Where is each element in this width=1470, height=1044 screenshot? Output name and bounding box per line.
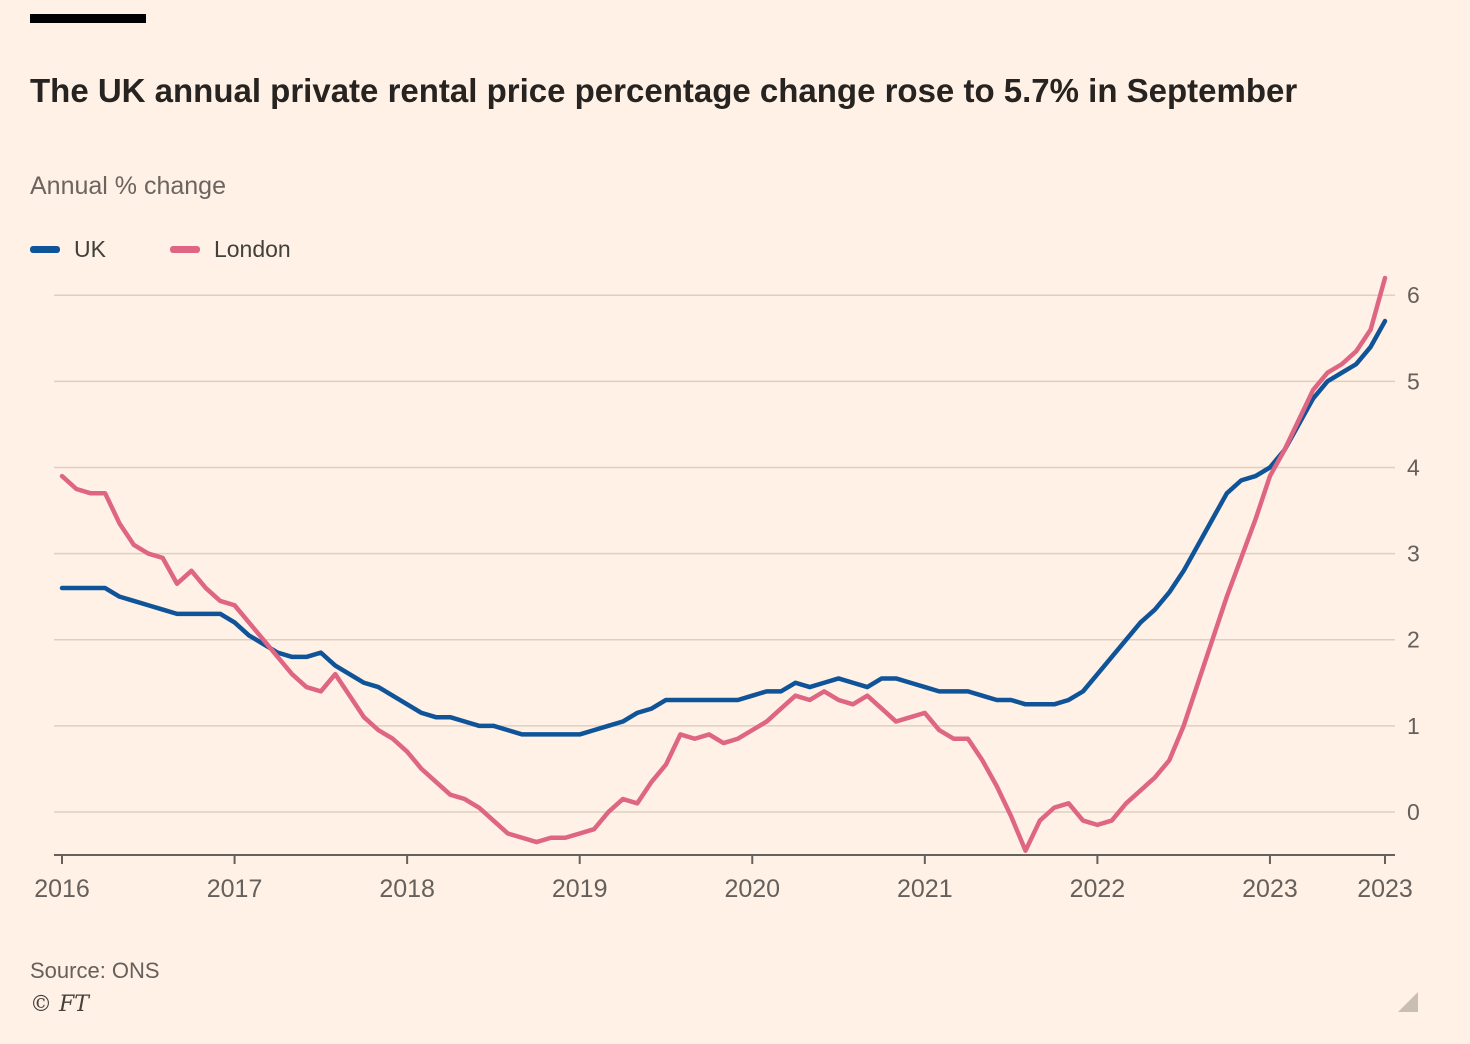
ft-copyright: © FT — [30, 992, 89, 1017]
x-tick-label: 2018 — [379, 875, 435, 903]
legend: UK London — [30, 236, 291, 263]
x-tick-label: 2020 — [724, 875, 780, 903]
london-legend-swatch — [169, 246, 200, 253]
ft-top-rule — [30, 14, 146, 23]
x-tick-label: 2021 — [897, 875, 953, 903]
x-tick-label: 2017 — [207, 875, 263, 903]
legend-item-uk: UK — [30, 236, 106, 263]
x-tick-label: 2019 — [552, 875, 608, 903]
london-line — [59, 275, 1388, 853]
page-title: The UK annual private rental price perce… — [30, 72, 1298, 110]
y-tick-label: 2 — [1407, 627, 1420, 653]
source-note: Source: ONS — [30, 958, 160, 983]
uk-legend-swatch — [30, 246, 60, 253]
legend-item-london: London — [169, 236, 291, 263]
uk-line — [59, 318, 1388, 737]
london-legend-label: London — [213, 236, 291, 262]
chart-subtitle: Annual % change — [30, 172, 226, 200]
y-tick-label: 3 — [1407, 541, 1420, 567]
x-tick-label: 2022 — [1070, 875, 1126, 903]
x-tick-label: 2023 — [1357, 875, 1413, 903]
y-tick-label: 1 — [1407, 713, 1420, 739]
corner-resize-glyph — [1398, 992, 1418, 1012]
y-tick-label: 6 — [1407, 282, 1420, 308]
uk-legend-label: UK — [74, 236, 106, 262]
x-tick-label: 2016 — [34, 875, 90, 903]
y-tick-label: 5 — [1407, 368, 1420, 394]
x-tick-label: 2023 — [1242, 875, 1298, 903]
y-tick-label: 4 — [1407, 454, 1420, 480]
y-tick-label: 0 — [1407, 799, 1420, 825]
